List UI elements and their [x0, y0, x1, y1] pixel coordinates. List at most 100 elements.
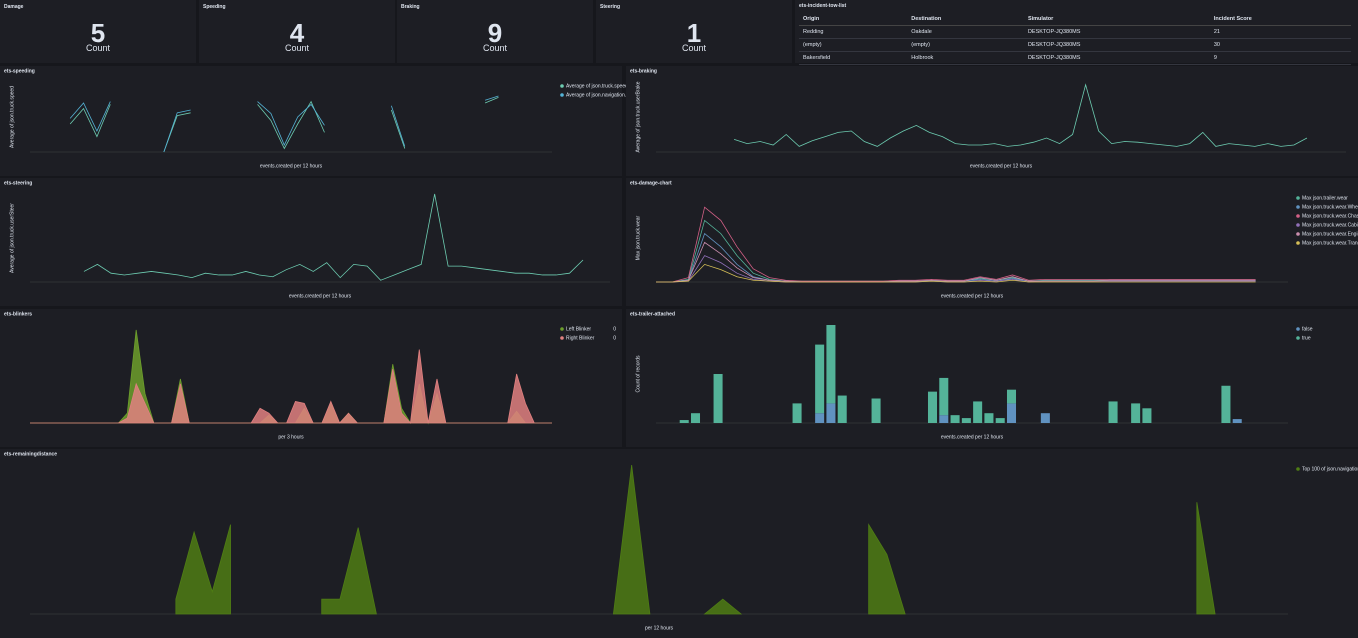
line: [656, 206, 1256, 283]
table-cell: 9: [1209, 51, 1351, 65]
bar: [1108, 401, 1118, 423]
metric-unit: Count: [85, 43, 111, 53]
metric-unit: Count: [482, 43, 508, 53]
column-header: Simulator: [1023, 13, 1210, 26]
bar: [984, 413, 994, 423]
bar: [826, 325, 836, 404]
bar: [939, 415, 949, 423]
chart-title: ets-trailer-attached: [630, 311, 675, 317]
chart-title: ets-speeding: [4, 68, 35, 74]
legend-label: Right Blinker: [566, 335, 595, 341]
panel: [0, 66, 622, 176]
table-cell: DESKTOP-JQ380MS: [1023, 38, 1210, 52]
legend-label: Left Blinker: [566, 326, 591, 332]
legend-label: Average of json.navigation...: [566, 92, 629, 98]
column-header: Incident Score: [1209, 13, 1351, 26]
bar: [1006, 403, 1017, 423]
legend-value: 0: [613, 326, 616, 332]
header-row: Origin Destination Simulator Incident Score: [799, 13, 1351, 26]
chart-title: ets-steering: [4, 180, 32, 186]
x-axis-label: events.created per 12 hours: [970, 163, 1033, 169]
legend-label: Top 100 of json.navigation.es...: [1302, 466, 1358, 472]
table-row: Bakersfield Holbrook DESKTOP-JQ380MS 9: [799, 51, 1351, 65]
chart-title: ets-damage-chart: [630, 180, 672, 186]
legend-swatch: [560, 327, 564, 331]
bar: [1221, 385, 1231, 423]
legend-label: Max json.truck.wear.Wheels: [1302, 204, 1358, 210]
legend-swatch: [560, 84, 564, 88]
legend-value: 0: [613, 335, 616, 341]
legend-swatch: [1296, 196, 1300, 200]
line: [656, 241, 1256, 283]
bar: [815, 413, 825, 423]
bar: [950, 415, 960, 423]
legend-label: Max json.truck.wear.Transmis...: [1302, 240, 1358, 246]
y-axis-label: Count of records: [635, 355, 641, 392]
panel: [626, 309, 1358, 447]
legend-swatch: [1296, 327, 1300, 331]
chart-title: ets-braking: [630, 68, 657, 74]
legend-label: Average of json.truck.speed: [566, 83, 628, 89]
legend-swatch: [1296, 232, 1300, 236]
line: [733, 83, 1308, 147]
y-axis-label: Average of json.truck.speed: [9, 86, 15, 148]
bar: [1232, 419, 1242, 423]
x-axis-label: events.created per 12 hours: [941, 434, 1004, 440]
metric-panel: Damage 5 Count: [0, 0, 196, 63]
y-axis-label: Average of json.truck.userSteer: [9, 203, 15, 273]
bar: [871, 398, 881, 423]
x-axis-label: events.created per 12 hours: [941, 293, 1004, 299]
panel: [626, 66, 1358, 176]
metric-panel: Steering 1 Count: [596, 0, 792, 63]
table: Origin Destination Simulator Incident Score…: [799, 13, 1351, 65]
line: [69, 97, 499, 153]
bar: [679, 420, 689, 423]
metric-value: 9: [487, 18, 503, 48]
metric-unit: Count: [681, 43, 707, 53]
table-cell: DESKTOP-JQ380MS: [1023, 25, 1210, 39]
metric-title: Damage: [4, 4, 24, 10]
column-header: Origin: [799, 13, 908, 26]
table-row: Redding Oakdale DESKTOP-JQ380MS 21: [799, 25, 1351, 39]
bar: [1006, 389, 1017, 404]
x-axis-label: per 3 hours: [278, 434, 304, 440]
bar: [995, 418, 1005, 423]
table-row: (empty) (empty) DESKTOP-JQ380MS 30: [799, 38, 1351, 52]
bar: [815, 344, 825, 414]
chart-title: ets-blinkers: [4, 311, 32, 317]
bar: [939, 377, 949, 416]
bar: [1142, 408, 1152, 423]
metric-value: 5: [90, 18, 106, 48]
table-cell: 30: [1209, 38, 1351, 52]
area: [30, 349, 552, 424]
bar: [690, 413, 701, 423]
legend-label: Max json.trailer.wear: [1302, 195, 1348, 201]
bar: [713, 374, 723, 423]
table-cell: Bakersfield: [799, 51, 908, 65]
y-axis-label: Max json.truck.wear: [635, 215, 641, 260]
legend-swatch: [1296, 241, 1300, 245]
x-axis-label: per 12 hours: [645, 625, 674, 631]
bar: [1040, 413, 1050, 423]
legend-label: false: [1302, 326, 1313, 332]
metric-title: Speeding: [203, 4, 226, 10]
panel: [626, 178, 1358, 306]
metric-panel: Speeding 4 Count: [199, 0, 395, 63]
table-cell: (empty): [799, 38, 908, 52]
table-panel: ets-incident-tow-list Origin Destination Si…: [795, 0, 1358, 65]
table-cell: 21: [1209, 25, 1351, 39]
legend-label: Max json.truck.wear.Cabin: [1302, 222, 1358, 228]
legend-swatch: [1296, 214, 1300, 218]
metric-value: 1: [686, 18, 702, 48]
bar: [1131, 403, 1141, 423]
legend-swatch: [1296, 223, 1300, 227]
panel: [0, 178, 622, 306]
table-cell: Oakdale: [907, 25, 1024, 39]
table-cell: (empty): [907, 38, 1024, 52]
legend-label: true: [1302, 335, 1311, 341]
table-cell: DESKTOP-JQ380MS: [1023, 51, 1210, 65]
line: [69, 95, 499, 153]
metric-title: Braking: [401, 4, 420, 10]
area: [175, 464, 1216, 615]
